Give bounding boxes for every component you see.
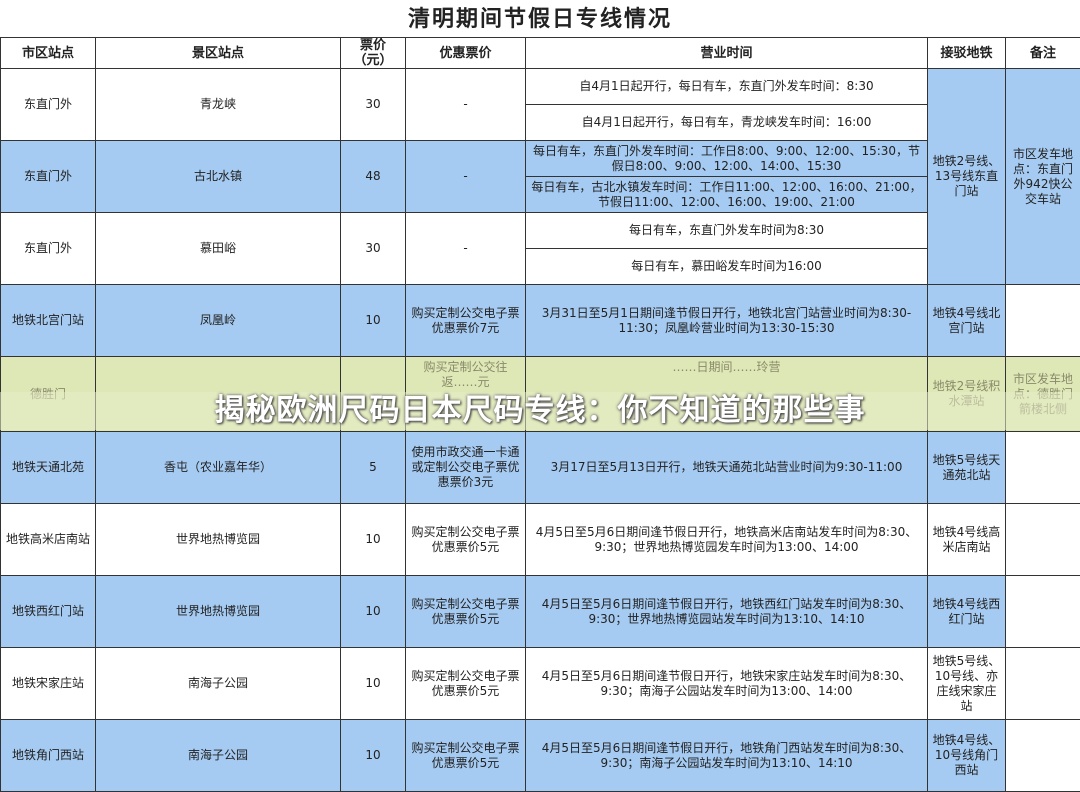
header-scenic-stop: 景区站点 [96, 38, 341, 69]
price: 30 [341, 213, 406, 285]
notes [1006, 504, 1080, 576]
price: 10 [341, 648, 406, 720]
price: 10 [341, 576, 406, 648]
table-title: 清明期间节假日专线情况 [0, 0, 1080, 37]
city-stop: 东直门外 [1, 213, 96, 285]
city-stop: 德胜门 [1, 357, 96, 432]
city-stop: 地铁天通北苑 [1, 432, 96, 504]
hours: 自4月1日起开行，每日有车，东直门外发车时间：8:30 [526, 69, 928, 105]
scenic-stop: 南海子公园 [96, 648, 341, 720]
schedule-table: 市区站点 景区站点 票价（元） 优惠票价 营业时间 接驳地铁 备注 东直门外青龙… [0, 37, 1080, 792]
metro: 地铁2号线、13号线东直门站 [928, 69, 1006, 285]
notes [1006, 576, 1080, 648]
discount: 购买定制公交电子票优惠票价5元 [406, 648, 526, 720]
metro: 地铁5号线天通苑北站 [928, 432, 1006, 504]
discount: 购买定制公交电子票优惠票价5元 [406, 576, 526, 648]
scenic-stop: 南海子公园 [96, 720, 341, 792]
notes: 市区发车地点：德胜门箭楼北侧 [1006, 357, 1080, 432]
header-discount: 优惠票价 [406, 38, 526, 69]
metro: 地铁4号线、10号线角门西站 [928, 720, 1006, 792]
hours: 4月5日至5月6日期间逢节假日开行，地铁角门西站发车时间为8:30、9:30；南… [526, 720, 928, 792]
discount: 购买定制公交电子票优惠票价5元 [406, 504, 526, 576]
hours: 每日有车，古北水镇发车时间：工作日11:00、12:00、16:00、21:00… [526, 177, 928, 213]
header-metro: 接驳地铁 [928, 38, 1006, 69]
city-stop: 地铁高米店南站 [1, 504, 96, 576]
price: 10 [341, 285, 406, 357]
hours: 3月17日至5月13日开行，地铁天通苑北站营业时间为9:30-11:00 [526, 432, 928, 504]
notes [1006, 432, 1080, 504]
hours: 3月31日至5月1日期间逢节假日开行，地铁北宫门站营业时间为8:30-11:30… [526, 285, 928, 357]
hours: 每日有车，东直门外发车时间：工作日8:00、9:00、12:00、15:30，节… [526, 141, 928, 177]
price: 10 [341, 720, 406, 792]
scenic-stop: 凤凰岭 [96, 285, 341, 357]
metro: 地铁4号线高米店南站 [928, 504, 1006, 576]
city-stop: 地铁宋家庄站 [1, 648, 96, 720]
discount: - [406, 141, 526, 213]
table-row: 德胜门 购买定制公交往返……元……日期间……玲营地铁2号线积水潭站市区发车地点：德… [1, 357, 1080, 432]
metro: 地铁2号线积水潭站 [928, 357, 1006, 432]
notes [1006, 285, 1080, 357]
scenic-stop: 青龙峡 [96, 69, 341, 141]
discount: 购买定制公交电子票优惠票价7元 [406, 285, 526, 357]
metro: 地铁5号线、10号线、亦庄线宋家庄站 [928, 648, 1006, 720]
price: 5 [341, 432, 406, 504]
header-city-stop: 市区站点 [1, 38, 96, 69]
city-stop: 地铁北宫门站 [1, 285, 96, 357]
hours: 4月5日至5月6日期间逢节假日开行，地铁高米店南站发车时间为8:30、9:30；… [526, 504, 928, 576]
city-stop: 地铁西红门站 [1, 576, 96, 648]
header-notes: 备注 [1006, 38, 1080, 69]
scenic-stop: 世界地热博览园 [96, 576, 341, 648]
hours: 4月5日至5月6日期间逢节假日开行，地铁西红门站发车时间为8:30、9:30；世… [526, 576, 928, 648]
hours: ……日期间……玲营 [526, 357, 928, 432]
scenic-stop: 慕田峪 [96, 213, 341, 285]
discount: 购买定制公交往返……元 [406, 357, 526, 432]
city-stop: 东直门外 [1, 69, 96, 141]
metro: 地铁4号线西红门站 [928, 576, 1006, 648]
city-stop: 地铁角门西站 [1, 720, 96, 792]
price: 30 [341, 69, 406, 141]
hours: 每日有车，慕田峪发车时间为16:00 [526, 249, 928, 285]
discount: - [406, 69, 526, 141]
scenic-stop: 香屯（农业嘉年华） [96, 432, 341, 504]
price: 10 [341, 504, 406, 576]
price [341, 357, 406, 432]
notes [1006, 720, 1080, 792]
notes: 市区发车地点：东直门外942快公交车站 [1006, 69, 1080, 285]
hours: 自4月1日起开行，每日有车，青龙峡发车时间：16:00 [526, 105, 928, 141]
discount: 购买定制公交电子票优惠票价5元 [406, 720, 526, 792]
header-price: 票价（元） [341, 38, 406, 69]
hours: 每日有车，东直门外发车时间为8:30 [526, 213, 928, 249]
scenic-stop: 古北水镇 [96, 141, 341, 213]
price: 48 [341, 141, 406, 213]
scenic-stop: 世界地热博览园 [96, 504, 341, 576]
metro: 地铁4号线北宫门站 [928, 285, 1006, 357]
hours: 4月5日至5月6日期间逢节假日开行，地铁宋家庄站发车时间为8:30、9:30；南… [526, 648, 928, 720]
city-stop: 东直门外 [1, 141, 96, 213]
discount: - [406, 213, 526, 285]
notes [1006, 648, 1080, 720]
discount: 使用市政交通一卡通或定制公交电子票优惠票价3元 [406, 432, 526, 504]
scenic-stop [96, 357, 341, 432]
header-hours: 营业时间 [526, 38, 928, 69]
